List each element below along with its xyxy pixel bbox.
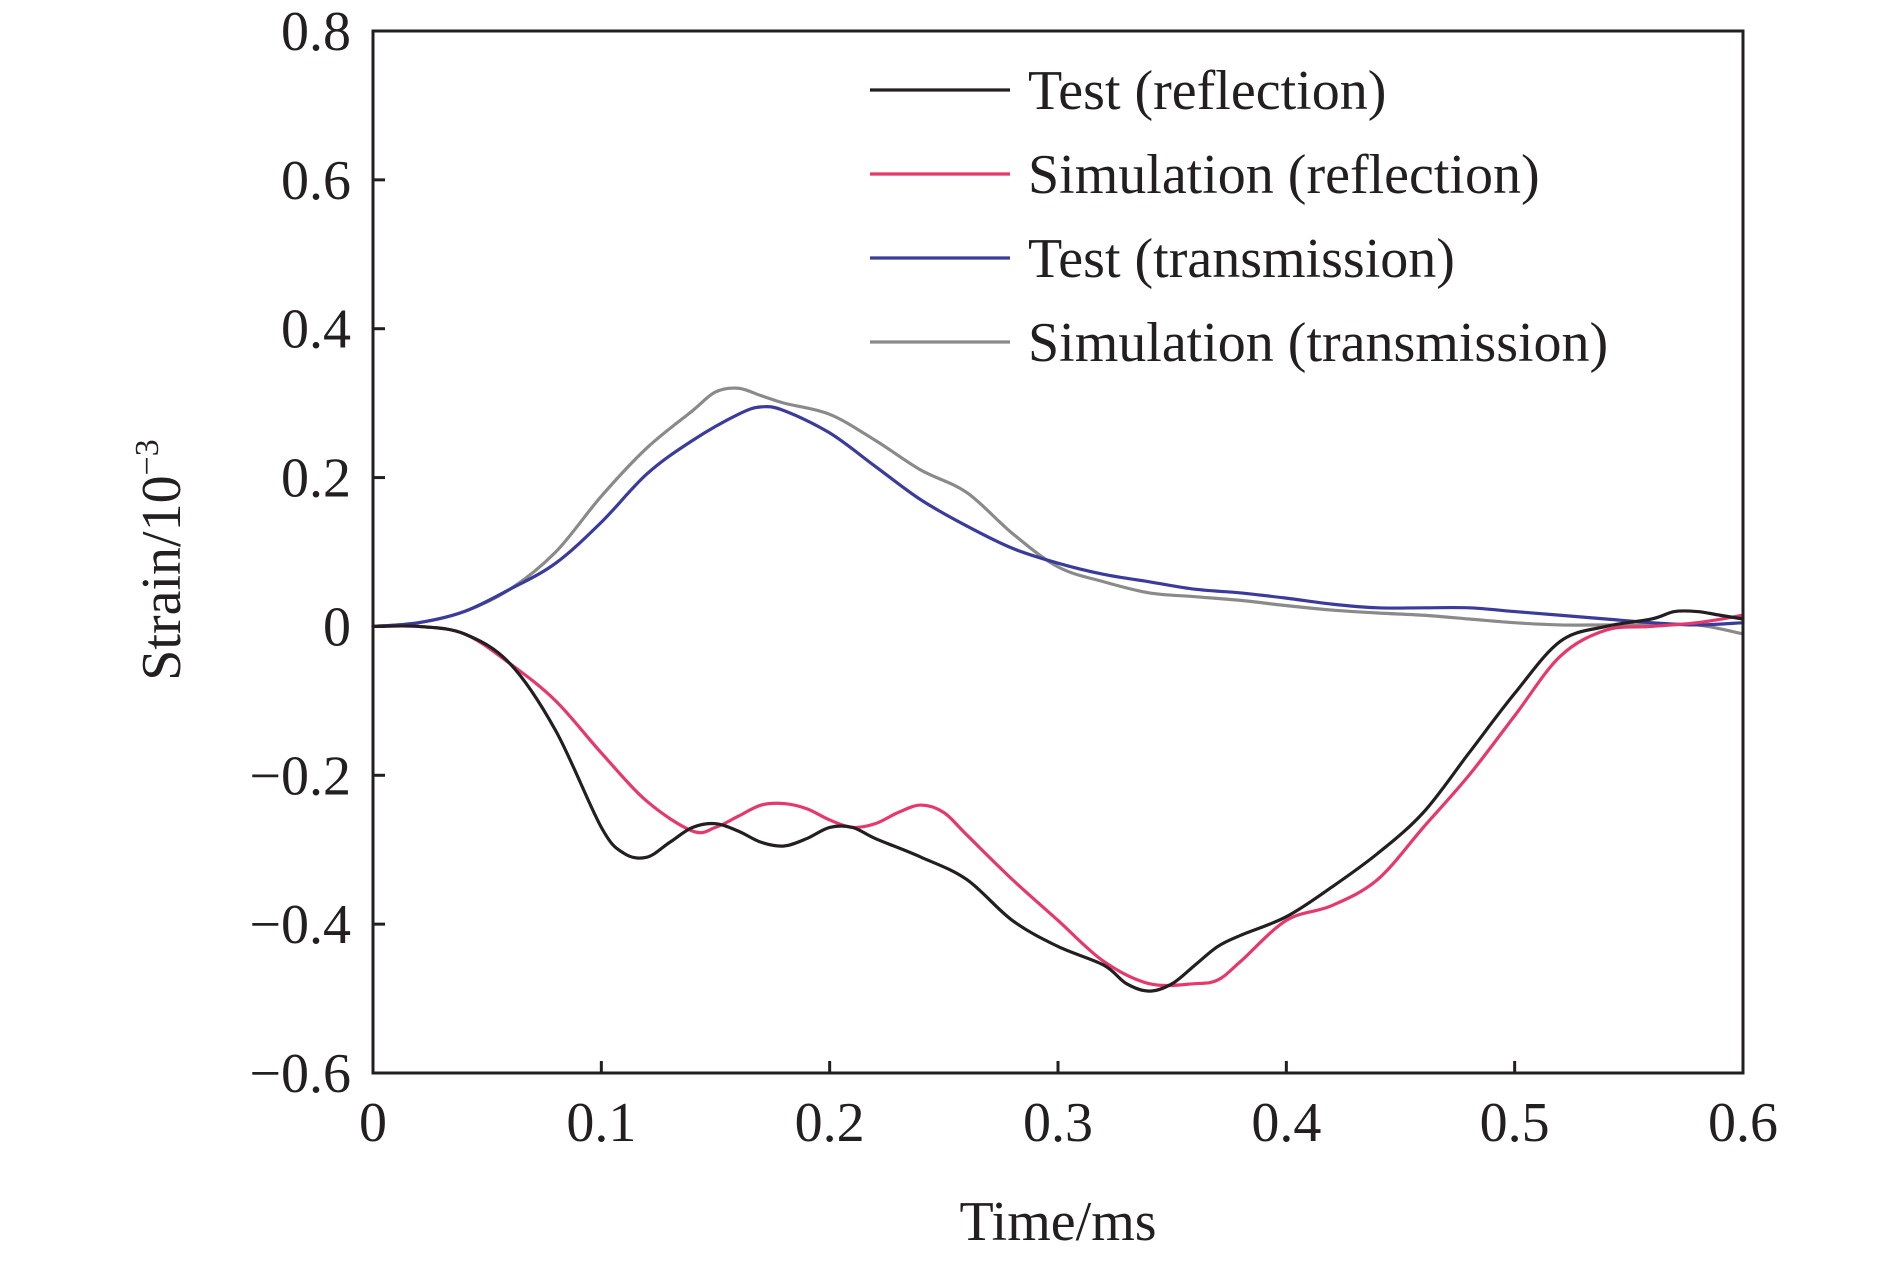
y-axis: −0.6 −0.4 −0.2 0 0.2 0.4 0.6 0.8 <box>249 1 385 1105</box>
x-tick-label: 0.6 <box>1708 1092 1778 1154</box>
series-line-simulation-reflection <box>371 613 1745 988</box>
x-tick-label: 0 <box>359 1092 387 1154</box>
x-tick-label: 0.1 <box>566 1092 636 1154</box>
legend-label-simulation-reflection: Simulation (reflection) <box>1028 144 1540 206</box>
x-axis-label: Time/ms <box>959 1191 1156 1253</box>
y-axis-label-text: Strain/10 <box>131 475 193 680</box>
legend-label-simulation-transmission: Simulation (transmission) <box>1028 312 1608 374</box>
legend-label-test-reflection: Test (reflection) <box>1028 60 1386 122</box>
series-line-test-transmission <box>371 404 1745 629</box>
series-line-simulation-transmission <box>371 386 1745 636</box>
y-tick-label: 0.4 <box>281 299 351 361</box>
x-tick-label: 0.4 <box>1251 1092 1321 1154</box>
x-tick-label: 0.5 <box>1480 1092 1550 1154</box>
legend: Test (reflection) Simulation (reflection)… <box>870 60 1608 374</box>
y-axis-label-exponent: −3 <box>129 439 166 475</box>
x-axis: 0 0.1 0.2 0.3 0.4 0.5 0.6 <box>359 1061 1778 1154</box>
y-tick-label: 0.8 <box>281 1 351 63</box>
y-tick-label: −0.4 <box>249 894 351 956</box>
x-tick-label: 0.3 <box>1023 1092 1093 1154</box>
x-tick-label: 0.2 <box>795 1092 865 1154</box>
y-tick-label: 0.2 <box>281 448 351 510</box>
y-axis-label: Strain/10−3 <box>129 439 193 681</box>
series-line-test-reflection <box>371 609 1745 993</box>
y-tick-label: −0.6 <box>249 1043 351 1105</box>
legend-label-test-transmission: Test (transmission) <box>1028 228 1455 290</box>
y-tick-label: −0.2 <box>249 745 351 807</box>
y-tick-label: 0.6 <box>281 150 351 212</box>
y-tick-label: 0 <box>323 596 351 658</box>
series-layer <box>371 386 1745 993</box>
